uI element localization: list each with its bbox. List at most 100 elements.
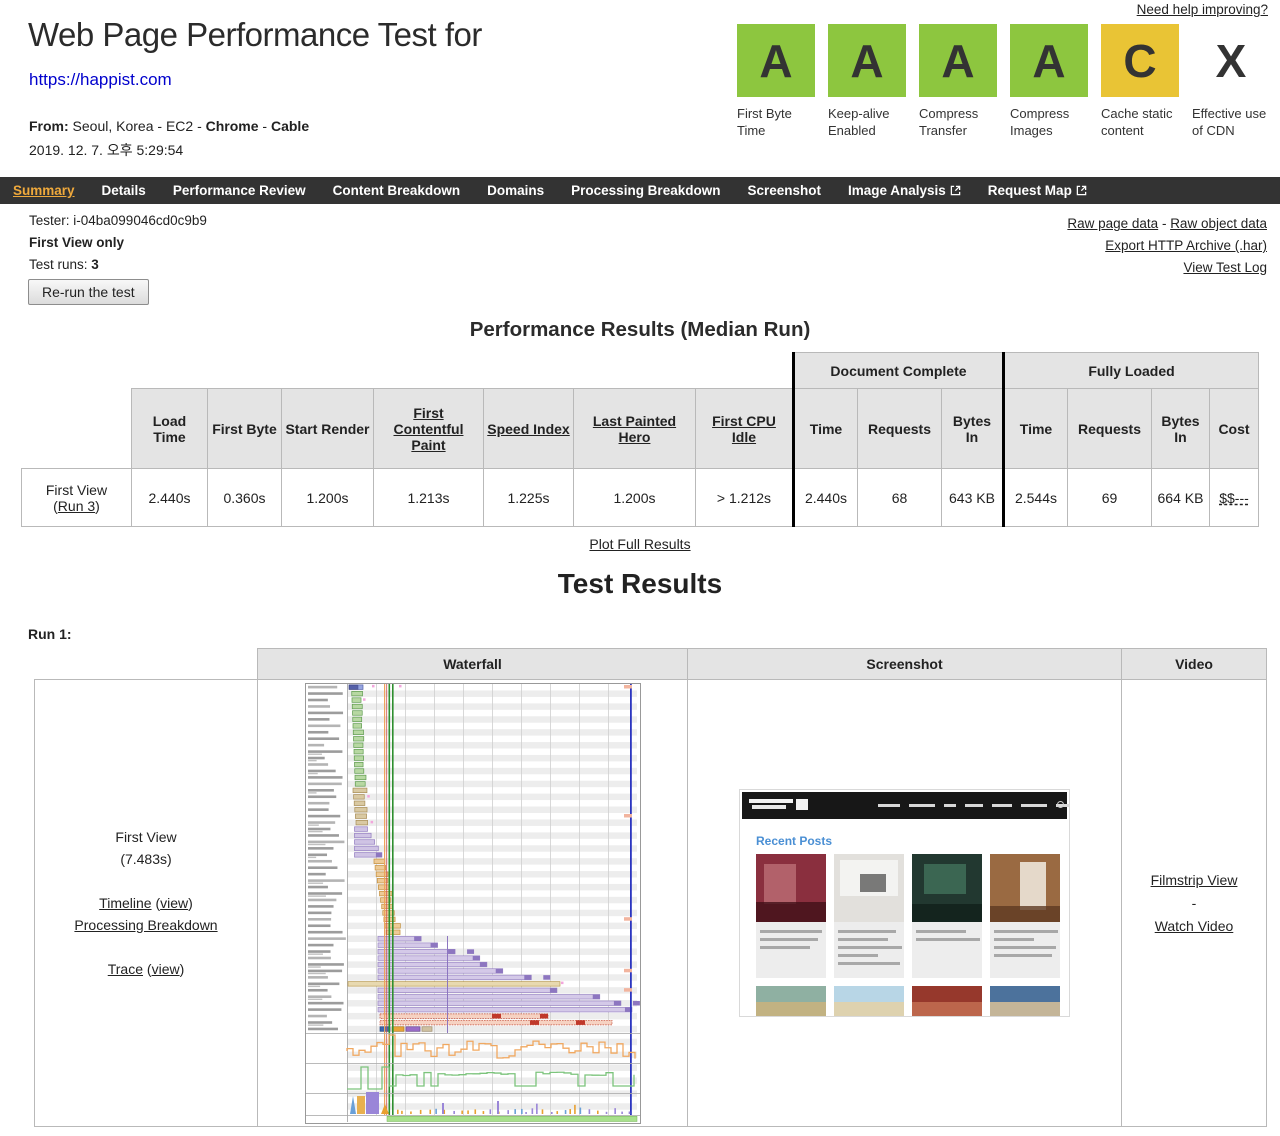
export-har-link[interactable]: Export HTTP Archive (.har) bbox=[1105, 238, 1267, 253]
wf-shape bbox=[307, 1023, 323, 1026]
wf-shape bbox=[628, 1110, 630, 1114]
processing-breakdown-link[interactable]: Processing Breakdown bbox=[74, 917, 218, 933]
wf-shape bbox=[353, 832, 371, 838]
col-first-contentful-paint[interactable]: First Contentful Paint bbox=[393, 404, 464, 453]
run1-label: Run 1: bbox=[28, 626, 72, 642]
wf-shape bbox=[352, 735, 364, 741]
col-speed-index[interactable]: Speed Index bbox=[487, 420, 570, 437]
wf-shape bbox=[352, 742, 363, 748]
wf-shape bbox=[568, 1108, 571, 1114]
wf-shape bbox=[353, 800, 365, 806]
wf-shape bbox=[375, 683, 377, 1115]
need-help-link[interactable]: Need help improving? bbox=[1136, 2, 1268, 17]
wf-shape bbox=[307, 736, 339, 740]
tested-url-link[interactable]: https://happist.com bbox=[29, 70, 172, 89]
wf-shape bbox=[307, 843, 325, 845]
col-cost: Cost bbox=[1208, 388, 1260, 469]
wf-shape bbox=[307, 820, 335, 824]
tab-processing-breakdown[interactable]: Processing Breakdown bbox=[571, 183, 721, 198]
test-info: Tester: i-04ba099046cd0c9b9 First View o… bbox=[0, 204, 1280, 314]
waterfall-thumbnail[interactable] bbox=[304, 682, 641, 1124]
plot-full-results-link[interactable]: Plot Full Results bbox=[589, 536, 691, 552]
wf-shape bbox=[305, 1092, 640, 1094]
grade-first-byte[interactable]: A First Byte Time bbox=[737, 24, 815, 140]
thumb-shape bbox=[838, 954, 878, 957]
thumb-shape bbox=[965, 804, 983, 807]
wf-shape bbox=[351, 709, 363, 716]
tab-request-map[interactable]: Request Map bbox=[988, 183, 1087, 198]
watch-video-link[interactable]: Watch Video bbox=[1154, 917, 1234, 934]
wf-shape bbox=[370, 820, 373, 823]
wf-shape bbox=[307, 882, 323, 884]
wf-shape bbox=[307, 769, 336, 772]
tab-image-analysis[interactable]: Image Analysis bbox=[848, 183, 961, 198]
cost-link[interactable]: $$--- bbox=[1219, 489, 1249, 506]
val-last-painted-hero: 1.200s bbox=[572, 468, 696, 527]
wf-shape bbox=[386, 1115, 637, 1122]
grade-compress-transfer[interactable]: A Compress Transfer bbox=[919, 24, 997, 140]
tab-content-breakdown[interactable]: Content Breakdown bbox=[332, 183, 461, 198]
tab-domains[interactable]: Domains bbox=[487, 183, 545, 198]
thumb-shape bbox=[916, 938, 980, 941]
wf-shape bbox=[307, 846, 333, 850]
wf-shape bbox=[539, 1013, 548, 1018]
wf-shape bbox=[428, 1109, 431, 1114]
tab-summary[interactable]: Summary bbox=[13, 183, 75, 198]
grade-compress-images[interactable]: A Compress Images bbox=[1010, 24, 1088, 140]
wf-shape bbox=[496, 1100, 499, 1114]
wf-shape bbox=[379, 1013, 548, 1019]
wf-shape bbox=[307, 807, 329, 811]
rerun-test-button[interactable]: Re-run the test bbox=[28, 279, 149, 305]
wf-shape bbox=[377, 1006, 632, 1012]
wf-shape bbox=[307, 985, 320, 987]
tab-performance-review[interactable]: Performance Review bbox=[172, 183, 306, 198]
wf-shape bbox=[491, 1013, 501, 1018]
view-test-log-link[interactable]: View Test Log bbox=[1183, 260, 1267, 275]
timeline-view-link[interactable]: view bbox=[160, 895, 189, 911]
timeline-link[interactable]: Timeline bbox=[99, 895, 152, 911]
wf-shape bbox=[307, 685, 337, 688]
wf-shape bbox=[352, 787, 367, 793]
wf-shape bbox=[623, 684, 632, 688]
wf-shape bbox=[307, 833, 339, 837]
raw-object-data-link[interactable]: Raw object data bbox=[1170, 216, 1267, 231]
external-link-icon bbox=[1076, 185, 1087, 196]
wf-shape bbox=[307, 791, 317, 794]
wf-shape bbox=[307, 891, 342, 895]
val-first-byte: 0.360s bbox=[206, 468, 282, 527]
run3-link[interactable]: Run 3 bbox=[57, 497, 96, 514]
thumb-shape bbox=[994, 954, 1052, 957]
filmstrip-view-link[interactable]: Filmstrip View bbox=[1150, 871, 1238, 888]
wf-shape bbox=[404, 683, 406, 1115]
col-last-painted-hero[interactable]: Last Painted Hero bbox=[592, 412, 677, 445]
wf-shape bbox=[307, 794, 336, 798]
wf-shape bbox=[307, 1027, 338, 1030]
wf-shape bbox=[396, 1109, 399, 1114]
grade-keep-alive[interactable]: A Keep-alive Enabled bbox=[828, 24, 906, 140]
col-first-cpu-idle[interactable]: First CPU Idle bbox=[712, 412, 776, 445]
trace-view-link[interactable]: view bbox=[151, 961, 180, 977]
wf-shape bbox=[578, 683, 580, 1115]
screenshot-thumbnail[interactable]: Recent Posts bbox=[739, 789, 1070, 1017]
thumb-shape bbox=[749, 799, 793, 803]
wf-shape bbox=[623, 968, 632, 972]
wf-shape bbox=[588, 1108, 590, 1114]
grade-cdn[interactable]: X Effective use of CDN bbox=[1192, 24, 1270, 140]
wf-shape bbox=[357, 684, 363, 690]
wf-shape bbox=[434, 1108, 437, 1114]
wf-shape bbox=[375, 852, 382, 857]
col-waterfall: Waterfall bbox=[257, 648, 688, 680]
thumb-shape bbox=[760, 946, 810, 949]
grade-cache-static[interactable]: C Cache static content bbox=[1101, 24, 1179, 140]
tab-screenshot[interactable]: Screenshot bbox=[747, 183, 821, 198]
wf-shape bbox=[624, 1006, 632, 1012]
wf-shape bbox=[305, 1062, 640, 1064]
tab-details[interactable]: Details bbox=[101, 183, 146, 198]
wf-shape bbox=[307, 856, 316, 858]
grade-letter: A bbox=[919, 24, 997, 97]
external-link-icon bbox=[950, 185, 961, 196]
wf-shape bbox=[307, 885, 328, 888]
val-fl-requests: 69 bbox=[1066, 468, 1152, 527]
raw-page-data-link[interactable]: Raw page data bbox=[1067, 216, 1159, 231]
trace-link[interactable]: Trace bbox=[107, 961, 144, 977]
